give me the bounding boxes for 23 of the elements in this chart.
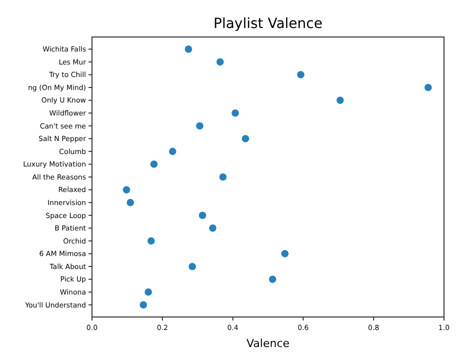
point [219, 173, 227, 181]
point [196, 122, 204, 130]
point [281, 250, 289, 258]
chart-title: Playlist Valence [214, 16, 322, 32]
point [336, 96, 344, 104]
point [297, 71, 304, 78]
point [168, 148, 176, 156]
point [140, 301, 148, 309]
point [122, 186, 130, 194]
point [232, 109, 239, 117]
point [242, 134, 250, 142]
point [268, 276, 276, 283]
point [216, 58, 224, 66]
point [198, 212, 206, 220]
point [144, 288, 152, 296]
point [209, 224, 216, 232]
point [424, 84, 432, 92]
point [147, 237, 155, 245]
point [184, 45, 192, 53]
point [150, 160, 158, 168]
point [188, 262, 196, 270]
x-axis-title: Valence [246, 337, 290, 350]
point [126, 198, 134, 206]
